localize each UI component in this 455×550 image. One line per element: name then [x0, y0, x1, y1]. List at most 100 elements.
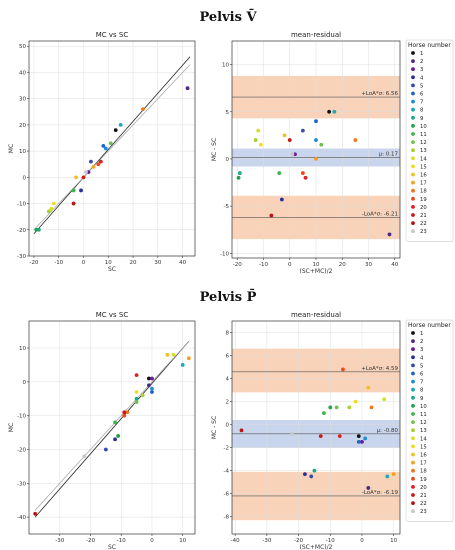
legend-marker-22: [411, 229, 415, 234]
data-point-17: [125, 410, 130, 415]
data-point-0: [146, 376, 151, 381]
data-point-5: [356, 439, 361, 444]
legend-label-22: 23: [420, 229, 427, 235]
legend-label-3: 4: [420, 75, 424, 81]
legend-label-1: 2: [420, 339, 423, 345]
data-point-2: [293, 152, 297, 157]
data-point-19: [98, 159, 103, 164]
data-point-12: [253, 138, 258, 142]
legend-marker-20: [411, 213, 415, 217]
plot-frame: [28, 40, 196, 257]
data-point-1: [185, 86, 190, 91]
legend-label-22: 23: [420, 509, 427, 515]
data-point-3: [79, 188, 83, 193]
legend-label-17: 18: [420, 469, 427, 475]
data-point-10: [277, 171, 282, 175]
legend-label-7: 8: [420, 388, 424, 394]
fit-line-1: [34, 341, 190, 511]
data-point-15: [165, 352, 170, 357]
data-point-18: [341, 367, 345, 372]
data-point-19: [303, 175, 308, 180]
legend-marker-9: [411, 404, 415, 408]
data-point-16: [186, 356, 191, 361]
y-tick-label-7: 6: [226, 354, 230, 360]
data-point-16: [91, 164, 96, 169]
data-point-18: [96, 162, 101, 167]
annotation-1: μ: -0.80: [377, 428, 399, 434]
legend-label-2: 3: [420, 67, 423, 73]
data-point-7: [118, 123, 123, 127]
data-point-14: [258, 142, 263, 147]
data-point-4: [300, 128, 305, 133]
data-point-19: [134, 373, 139, 377]
data-point-13: [49, 206, 54, 211]
legend-label-0: 1: [420, 331, 423, 337]
y-tick-label-0: -10: [220, 251, 229, 257]
legend-label-13: 14: [420, 436, 427, 442]
data-point-14: [134, 390, 139, 394]
plot-background: [29, 41, 195, 256]
data-point-17: [141, 107, 145, 112]
plot-title: MC vs SC: [96, 31, 129, 39]
data-point-8: [237, 171, 242, 175]
data-point-4: [309, 474, 314, 479]
data-point-8: [134, 396, 139, 401]
data-point-19: [337, 434, 342, 439]
plot-bottom-left: -30 -20 -10 0 10 -40 -30 -20 -10 0 10 MC vs SC SC MC: [8, 311, 196, 550]
legend-marker-16: [411, 180, 415, 185]
data-point-6: [103, 146, 108, 151]
legend-label-6: 7: [420, 100, 423, 106]
data-point-2: [360, 439, 364, 444]
y-tick-label-4: 0: [226, 423, 230, 429]
legend-marker-9: [411, 124, 415, 128]
legend-label-4: 5: [420, 363, 423, 369]
legend-label-16: 17: [420, 181, 427, 187]
figure-title-bottom: Pelvis P̄: [200, 288, 257, 305]
y-tick-label-4: 10: [222, 63, 229, 69]
legend-marker-8: [411, 115, 415, 120]
figure-title-top: Pelvis V̄: [199, 8, 257, 25]
data-point-1: [146, 383, 151, 388]
legend-marker-16: [411, 460, 415, 465]
y-tick-label-0: -8: [224, 515, 230, 521]
legend-label-17: 18: [420, 189, 427, 195]
data-point-8: [312, 468, 317, 473]
data-point-22: [84, 170, 88, 174]
data-point-16: [391, 472, 396, 477]
legend-marker-11: [411, 140, 415, 145]
legend-marker-13: [411, 436, 415, 441]
data-point-21: [239, 428, 244, 433]
legend-marker-12: [411, 428, 415, 433]
data-point-7: [385, 474, 390, 479]
data-point-13: [382, 397, 387, 402]
data-point-21: [71, 201, 76, 206]
legend-bottom: Horse number1234567891011121314151617181…: [405, 319, 454, 522]
fit-line-0: [33, 56, 191, 234]
x-axis-label: SC: [108, 266, 116, 273]
data-point-20: [81, 175, 86, 180]
legend-title: Horse number: [408, 322, 451, 329]
fit-line-1: [33, 64, 191, 231]
annotation-0: +LoA*σ: 6.56: [361, 91, 398, 97]
y-tick-label-1: -20: [17, 228, 26, 234]
legend-marker-1: [411, 59, 415, 63]
data-point-9: [116, 434, 121, 438]
data-point-7: [332, 109, 337, 114]
legend-label-19: 20: [420, 205, 427, 211]
y-tick-label-2: -4: [224, 469, 230, 475]
data-point-5: [314, 119, 318, 124]
legend-title: Horse number: [408, 42, 451, 49]
data-point-1: [387, 232, 392, 237]
annotation-2: -LoA*σ: -6.21: [362, 212, 398, 218]
x-tick-label-0: -40: [231, 538, 240, 544]
legend-marker-0: [411, 331, 415, 335]
legend-label-18: 19: [420, 477, 427, 483]
legend-label-8: 9: [420, 396, 423, 402]
legend-label-9: 10: [420, 124, 427, 130]
data-point-11: [319, 142, 324, 147]
data-point-3: [303, 472, 307, 477]
legend-label-12: 13: [420, 428, 427, 434]
legend-marker-2: [411, 67, 415, 72]
legend-marker-19: [411, 205, 415, 209]
x-tick-label-4: 20: [339, 262, 346, 268]
